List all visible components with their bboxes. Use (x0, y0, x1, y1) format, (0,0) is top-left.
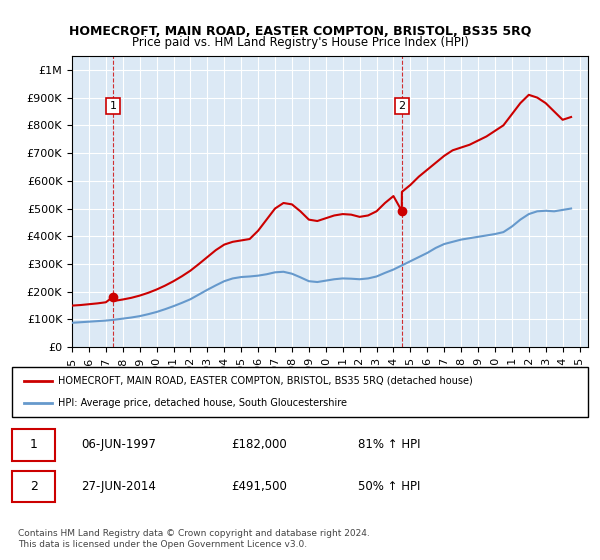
Text: Price paid vs. HM Land Registry's House Price Index (HPI): Price paid vs. HM Land Registry's House … (131, 36, 469, 49)
Text: 2: 2 (29, 480, 38, 493)
Text: 81% ↑ HPI: 81% ↑ HPI (358, 438, 420, 451)
Text: 50% ↑ HPI: 50% ↑ HPI (358, 480, 420, 493)
FancyBboxPatch shape (12, 367, 588, 417)
Text: HPI: Average price, detached house, South Gloucestershire: HPI: Average price, detached house, Sout… (58, 398, 347, 408)
Text: 1: 1 (29, 438, 38, 451)
Text: 1: 1 (110, 101, 117, 111)
FancyBboxPatch shape (12, 430, 55, 461)
Text: 2: 2 (398, 101, 405, 111)
Text: £491,500: £491,500 (231, 480, 287, 493)
Text: 27-JUN-2014: 27-JUN-2014 (81, 480, 156, 493)
FancyBboxPatch shape (12, 471, 55, 502)
Text: 06-JUN-1997: 06-JUN-1997 (81, 438, 156, 451)
Text: HOMECROFT, MAIN ROAD, EASTER COMPTON, BRISTOL, BS35 5RQ (detached house): HOMECROFT, MAIN ROAD, EASTER COMPTON, BR… (58, 376, 473, 386)
Text: £182,000: £182,000 (231, 438, 287, 451)
Text: Contains HM Land Registry data © Crown copyright and database right 2024.
This d: Contains HM Land Registry data © Crown c… (18, 529, 370, 549)
Text: HOMECROFT, MAIN ROAD, EASTER COMPTON, BRISTOL, BS35 5RQ: HOMECROFT, MAIN ROAD, EASTER COMPTON, BR… (69, 25, 531, 38)
